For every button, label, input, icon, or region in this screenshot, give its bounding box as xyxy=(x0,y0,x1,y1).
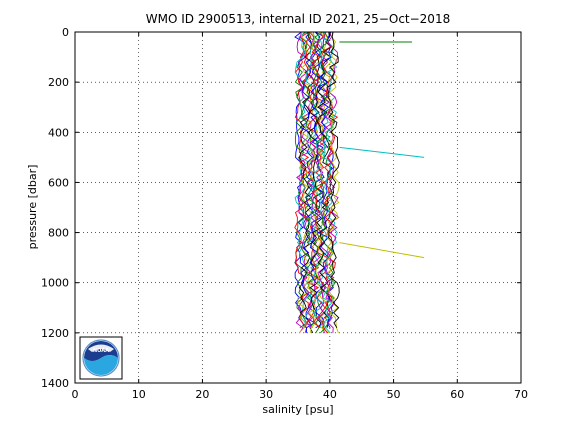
spike-line xyxy=(339,146,425,158)
x-tick-label: 20 xyxy=(195,388,209,401)
svg-text:NOAA: NOAA xyxy=(93,348,109,354)
plot-frame xyxy=(74,31,522,384)
x-tick-label: 0 xyxy=(72,388,79,401)
profile-line xyxy=(309,31,326,329)
x-tick-label: 70 xyxy=(514,388,528,401)
y-tick-label: 400 xyxy=(48,126,69,139)
profile-line xyxy=(326,31,340,329)
spike-line xyxy=(339,242,425,259)
noaa-logo: NOAA xyxy=(79,336,123,380)
x-tick-label: 30 xyxy=(259,388,273,401)
x-tick-label: 60 xyxy=(450,388,464,401)
y-tick-label: 600 xyxy=(48,176,69,189)
axis-ticks: 0 10 20 30 40 50 60 70 0 200 400 600 800 1000 1200 1400 xyxy=(41,26,528,401)
profile-line xyxy=(312,31,329,329)
profile-line xyxy=(320,31,339,334)
y-tick-label: 1200 xyxy=(41,327,69,340)
y-axis-label: pressure [dbar] xyxy=(26,165,39,250)
profile-line xyxy=(324,31,340,334)
profile-line xyxy=(324,31,340,333)
x-tick-label: 40 xyxy=(323,388,337,401)
y-tick-label: 1000 xyxy=(41,277,69,290)
profile-lines xyxy=(294,31,340,334)
x-tick-label: 50 xyxy=(387,388,401,401)
y-tick-label: 1400 xyxy=(41,377,69,390)
y-tick-label: 200 xyxy=(48,76,69,89)
x-axis-label: salinity [psu] xyxy=(262,403,333,416)
x-tick-label: 10 xyxy=(132,388,146,401)
y-tick-label: 0 xyxy=(62,26,69,39)
chart-title: WMO ID 2900513, internal ID 2021, 25−Oct… xyxy=(146,12,450,26)
y-tick-label: 800 xyxy=(48,227,69,240)
spike-lines xyxy=(339,41,425,259)
